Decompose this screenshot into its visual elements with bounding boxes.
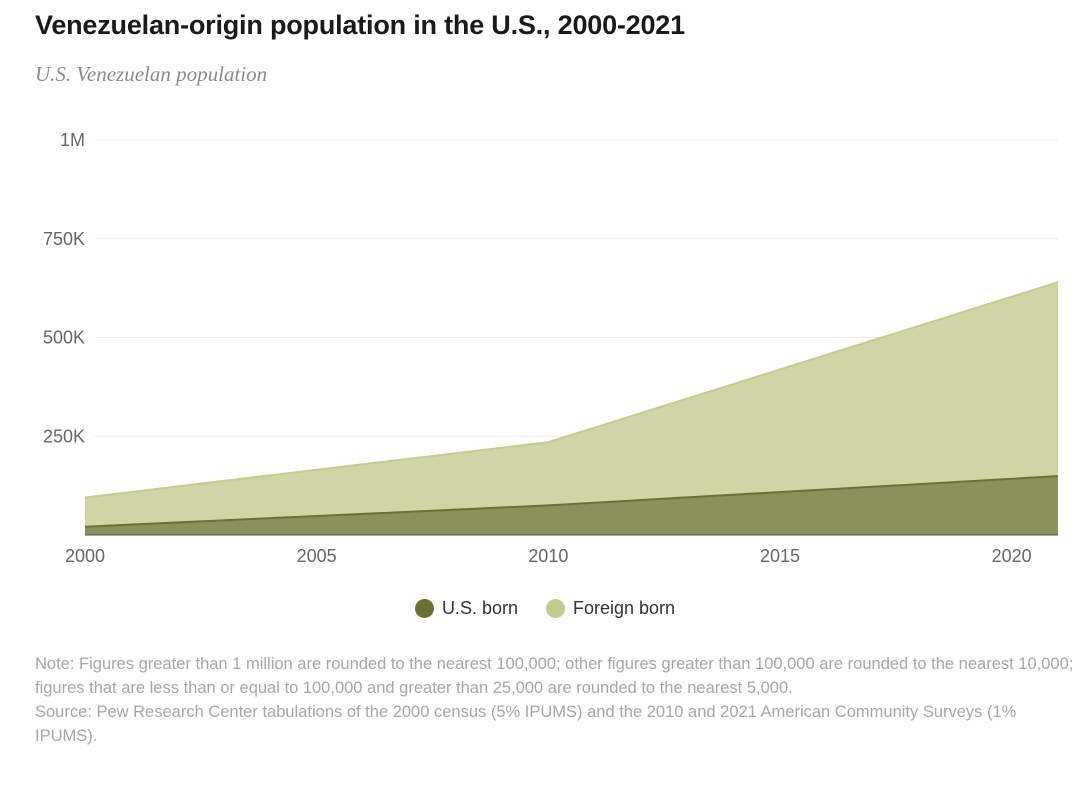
y-tick-label: 750K <box>43 229 85 249</box>
y-tick-label: 500K <box>43 328 85 348</box>
chart-legend: U.S. born Foreign born <box>0 598 1090 619</box>
x-tick-label: 2005 <box>297 546 337 566</box>
x-tick-label: 2020 <box>992 546 1032 566</box>
legend-item-foreign-born: Foreign born <box>545 598 676 619</box>
legend-label-foreign-born: Foreign born <box>572 598 676 618</box>
chart-footnote: Note: Figures greater than 1 million are… <box>35 652 1080 748</box>
legend-item-us-born: U.S. born <box>414 598 518 619</box>
chart-title: Venezuelan-origin population in the U.S.… <box>35 10 685 40</box>
x-tick-label: 2000 <box>65 546 105 566</box>
chart-subtitle: U.S. Venezuelan population <box>35 62 268 86</box>
y-tick-label: 250K <box>43 426 85 446</box>
area-chart: 250K 500K 750K 1M 2000 2005 2010 2015 2020 <box>43 130 1059 566</box>
y-tick-label: 1M <box>60 130 85 150</box>
area-foreign-born <box>85 282 1058 527</box>
x-tick-label: 2010 <box>528 546 568 566</box>
legend-swatch-us-born <box>414 599 434 618</box>
line-foreign-born <box>84 281 1059 499</box>
legend-label-us-born: U.S. born <box>441 598 518 618</box>
legend-swatch-foreign-born <box>545 599 565 618</box>
line-us-born <box>84 475 1059 528</box>
source-text: Source: Pew Research Center tabulations … <box>35 703 1017 745</box>
note-text: Note: Figures greater than 1 million are… <box>35 655 1074 697</box>
x-tick-label: 2015 <box>760 546 800 566</box>
